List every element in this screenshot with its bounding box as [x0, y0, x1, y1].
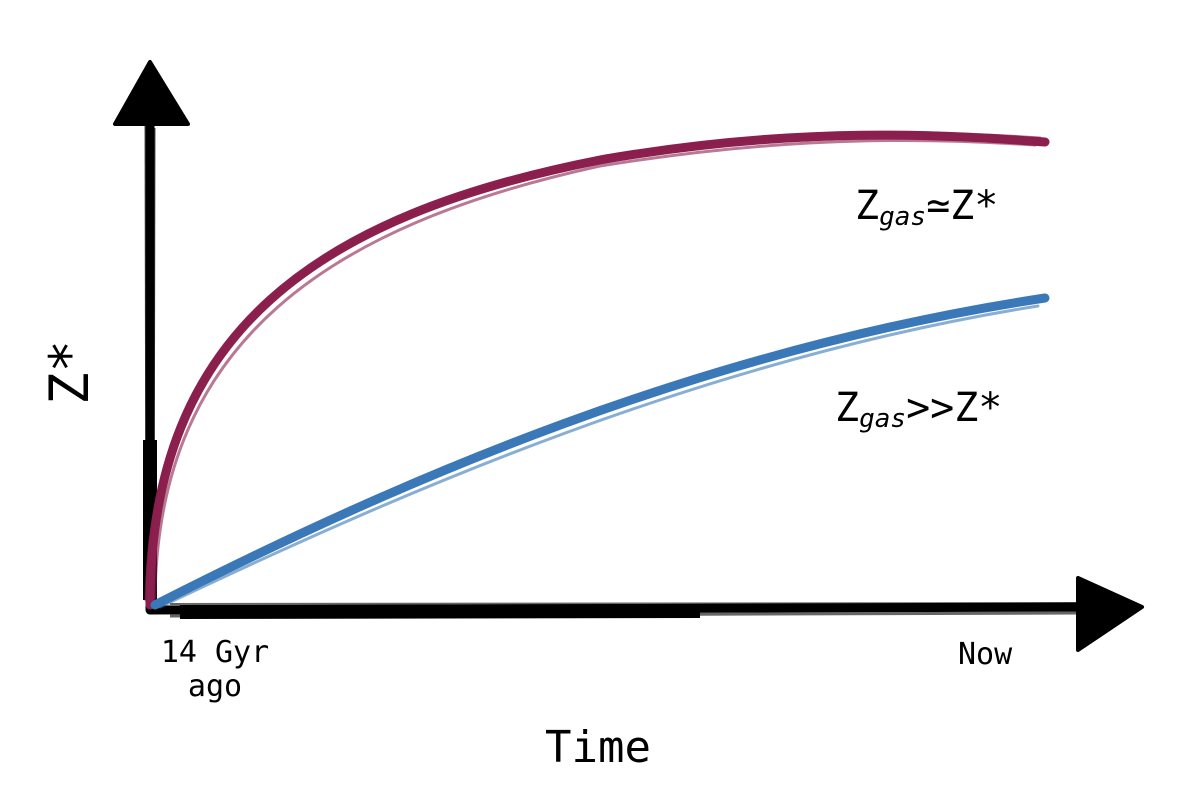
curve-label-equal-rel: ≃Z* — [926, 183, 999, 229]
x-tick-start-line1: 14 Gyr — [160, 635, 270, 670]
y-axis-arrow-head-icon — [113, 60, 190, 126]
curve-label-greater-main: Z — [835, 385, 860, 431]
curve-label-greater-rel: >>Z* — [906, 385, 1003, 431]
y-axis-label: Z* — [38, 339, 101, 405]
curve-label-equal: Zgas≃Z* — [855, 183, 998, 232]
x-axis-label: Time — [545, 722, 651, 773]
x-tick-start: 14 Gyr ago — [150, 636, 280, 704]
x-tick-start-line2: ago — [187, 669, 243, 704]
x-axis — [145, 602, 1090, 619]
curve-label-greater-sub: gas — [859, 404, 907, 434]
curve-label-equal-main: Z — [855, 183, 880, 229]
curve-zgas-equal-zstar — [144, 130, 1050, 610]
curve-label-greater: Zgas>>Z* — [835, 385, 1002, 434]
curve-zgas-much-greater-zstar — [150, 293, 1050, 610]
x-tick-end: Now — [958, 637, 1013, 672]
x-axis-arrow-head-icon — [1076, 576, 1144, 652]
curve-label-equal-sub: gas — [879, 202, 927, 232]
